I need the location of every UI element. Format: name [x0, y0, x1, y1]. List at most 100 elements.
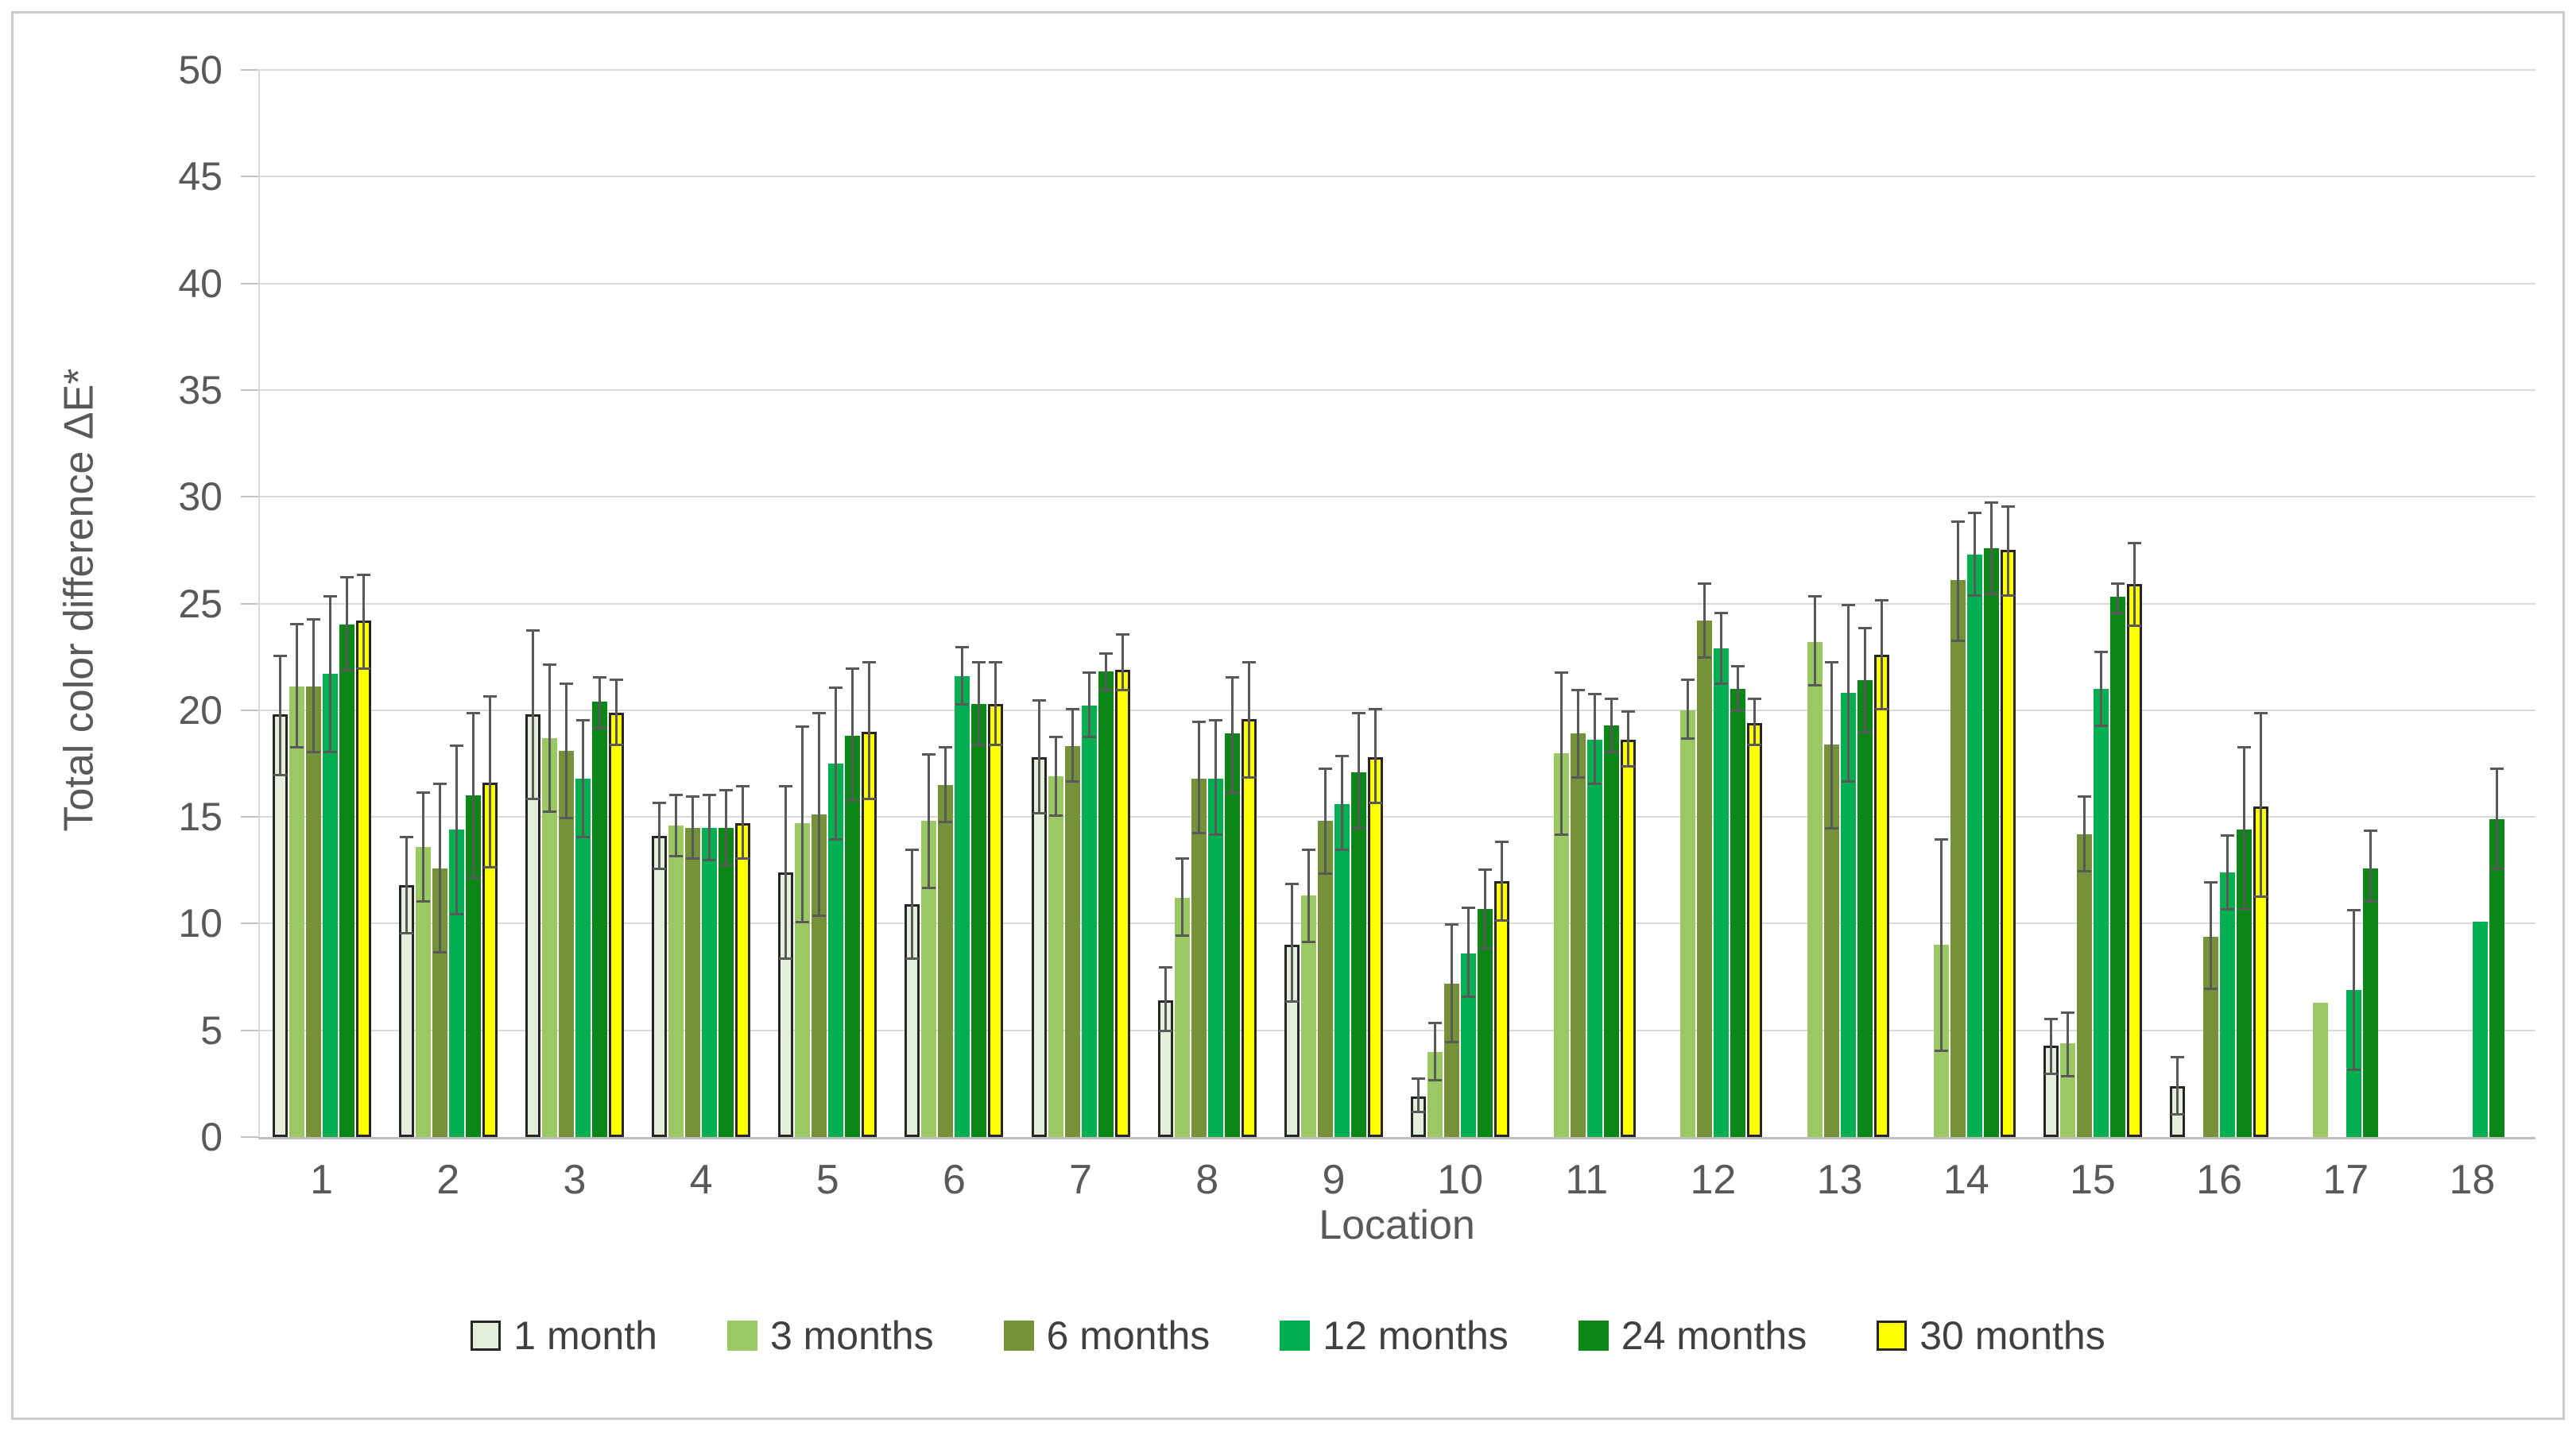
error-bar: [1048, 736, 1064, 818]
bar-30-months-loc-15: [2126, 584, 2142, 1137]
error-bar: [465, 712, 482, 879]
error-bar-line: [1687, 678, 1690, 741]
bar-3-months-loc-6: [921, 821, 937, 1137]
bar-12-months-loc-9: [1334, 803, 1350, 1137]
bar-group-10: [1397, 70, 1524, 1137]
error-bar: [651, 802, 668, 871]
error-bar-cap-bottom: [1445, 1040, 1459, 1043]
legend-swatch: [1578, 1321, 1609, 1351]
error-bar: [937, 746, 954, 824]
error-bar-line: [1164, 966, 1167, 1033]
error-bar: [1350, 712, 1367, 830]
bar-slot: [2379, 70, 2396, 1137]
error-bar-cap-top: [1874, 599, 1888, 602]
gridline-y-40: [258, 282, 2535, 284]
error-bar-cap-bottom: [1098, 688, 1113, 691]
bar-3-months-loc-3: [541, 737, 557, 1137]
error-bar-line: [564, 682, 567, 819]
error-bar: [1317, 768, 1334, 875]
bar-6-months-loc-7: [1064, 746, 1080, 1137]
legend-item-1-month: 1 month: [471, 1313, 657, 1359]
error-bar-cap-bottom: [289, 746, 304, 749]
error-bar-cap-top: [2237, 746, 2252, 749]
bar-slot: [1284, 70, 1300, 1137]
error-bar-line: [2226, 833, 2229, 911]
bar-3-months-loc-5: [795, 823, 811, 1137]
bar-slot: [2489, 70, 2505, 1137]
error-bar: [844, 667, 861, 803]
bar-30-months-loc-11: [1621, 740, 1637, 1137]
error-bar-cap-bottom: [1588, 782, 1602, 785]
bar-slot: [2329, 70, 2346, 1137]
error-bar-cap-top: [2001, 505, 2015, 508]
error-bar-cap-bottom: [2221, 908, 2235, 911]
error-bar-cap-top: [2171, 1055, 2185, 1058]
error-bar-cap-bottom: [482, 865, 497, 868]
error-bar: [2043, 1017, 2059, 1076]
bar-group-7: [1017, 70, 1144, 1137]
error-bar-cap-top: [1318, 768, 1332, 771]
x-tick-label-16: 16: [2196, 1157, 2242, 1203]
y-tick-label: 10: [178, 901, 223, 946]
bar-slot: [1983, 70, 2000, 1137]
error-bar-line: [614, 678, 618, 747]
bar-slot: [1334, 70, 1350, 1137]
bar-slot: [2438, 70, 2455, 1137]
error-bar: [1284, 883, 1300, 1003]
bar-6-months-loc-14: [1950, 579, 1966, 1137]
error-bar-line: [911, 849, 914, 961]
y-tick-mark: [241, 922, 258, 925]
bar-slot: [525, 70, 541, 1137]
x-tick-label-2: 2: [436, 1157, 460, 1203]
bar-slot: [1317, 70, 1334, 1137]
error-bar: [827, 686, 844, 841]
bar-24-months-loc-7: [1098, 671, 1114, 1137]
error-bar-cap-bottom: [1571, 775, 1586, 779]
error-bar: [1174, 857, 1191, 937]
error-bar-cap-bottom: [525, 797, 540, 800]
error-bar: [2236, 746, 2253, 911]
bar-slot: [2362, 70, 2379, 1137]
error-bar-line: [1467, 906, 1470, 999]
bar-3-months-loc-2: [415, 846, 431, 1137]
bar-12-months-loc-10: [1461, 953, 1477, 1137]
bar-slot: [1823, 70, 1840, 1137]
error-bar-cap-bottom: [2364, 899, 2378, 903]
error-bar-line: [1560, 671, 1563, 837]
error-bar: [1823, 661, 1840, 830]
error-bar: [1553, 671, 1570, 837]
error-bar: [2202, 880, 2219, 990]
y-tick-mark: [241, 1029, 258, 1031]
error-bar-line: [1863, 627, 1866, 734]
error-bar: [1730, 665, 1746, 713]
y-tick-label: 20: [178, 687, 223, 733]
bar-slot: [1586, 70, 1603, 1137]
error-bar-line: [2369, 830, 2373, 903]
bar-slot: [668, 70, 684, 1137]
bar-slot: [2236, 70, 2253, 1137]
error-bar-line: [1610, 697, 1613, 753]
bar-slot: [861, 70, 877, 1137]
error-bar-line: [405, 836, 408, 934]
bar-3-months-loc-15: [2059, 1042, 2075, 1137]
error-bar-line: [1197, 721, 1200, 834]
error-bar-line: [1290, 883, 1293, 1003]
legend-item-12-months: 12 months: [1280, 1313, 1509, 1359]
error-bar: [558, 682, 575, 819]
error-bar: [920, 752, 937, 890]
error-bar-cap-bottom: [846, 799, 860, 803]
bar-12-months-loc-4: [702, 827, 718, 1137]
bar-slot: [465, 70, 482, 1137]
error-bar-cap-bottom: [1824, 827, 1838, 830]
error-bar: [794, 725, 811, 924]
error-bar-cap-bottom: [399, 931, 413, 934]
error-bar-cap-top: [1555, 671, 1569, 675]
error-bar-cap-bottom: [1301, 940, 1315, 943]
error-bar-cap-bottom: [1714, 682, 1729, 685]
error-bar: [2362, 830, 2379, 903]
y-tick-mark: [241, 389, 258, 391]
error-bar: [1098, 652, 1114, 691]
y-tick-label: 0: [200, 1115, 223, 1159]
error-bar-cap-top: [972, 661, 986, 664]
x-tick-label-10: 10: [1437, 1157, 1483, 1203]
